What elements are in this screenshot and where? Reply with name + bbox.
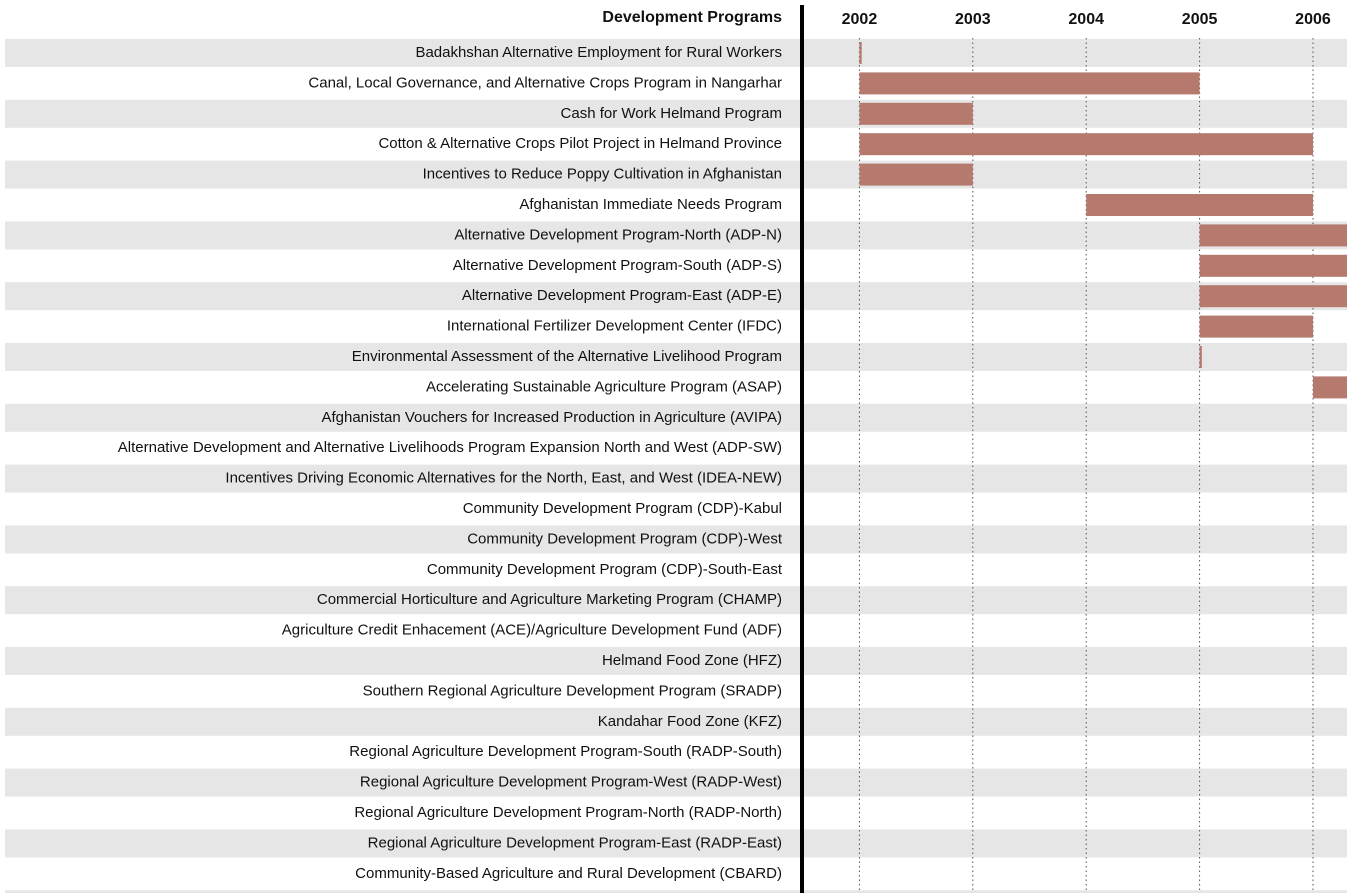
x-tick-label: 2005 bbox=[1182, 11, 1218, 28]
y-tick-label: Alternative Development Program-North (A… bbox=[454, 226, 782, 243]
bar bbox=[1199, 285, 1347, 308]
y-tick-label: Regional Agriculture Development Program… bbox=[354, 804, 782, 821]
y-tick-label: Kandahar Food Zone (KFZ) bbox=[598, 713, 782, 730]
y-tick-label: Agriculture Credit Enhacement (ACE)/Agri… bbox=[282, 622, 782, 639]
y-tick-label: Alternative Development Program-South (A… bbox=[453, 257, 782, 274]
bar bbox=[859, 163, 973, 186]
row-band bbox=[5, 586, 1347, 615]
row-band bbox=[5, 39, 1347, 67]
row-band bbox=[5, 282, 1347, 311]
row-band bbox=[5, 525, 1347, 554]
y-tick-label: International Fertilizer Development Cen… bbox=[447, 318, 782, 335]
y-tick-label: Incentives to Reduce Poppy Cultivation i… bbox=[423, 166, 782, 183]
x-tick-label: 2006 bbox=[1295, 11, 1331, 28]
y-tick-label: Alternative Development and Alternative … bbox=[118, 439, 782, 456]
bar bbox=[1086, 194, 1313, 216]
y-tick-label: Cotton & Alternative Crops Pilot Project… bbox=[378, 135, 782, 152]
y-tick-label: Afghanistan Vouchers for Increased Produ… bbox=[321, 409, 782, 426]
y-tick-label: Community Development Program (CDP)-West bbox=[467, 530, 783, 547]
x-tick-label: 2004 bbox=[1068, 11, 1104, 28]
bar bbox=[859, 102, 973, 125]
y-tick-label: Environmental Assessment of the Alternat… bbox=[352, 348, 782, 365]
bar bbox=[1312, 376, 1347, 399]
row-band bbox=[5, 647, 1347, 675]
y-tick-label: Regional Agriculture Development Program… bbox=[360, 774, 782, 791]
bar bbox=[859, 133, 1313, 156]
row-band bbox=[5, 343, 1347, 371]
row-band bbox=[5, 829, 1347, 858]
y-tick-label: Incentives Driving Economic Alternatives… bbox=[225, 470, 782, 487]
row-band bbox=[5, 768, 1347, 797]
row-band bbox=[5, 464, 1347, 493]
y-tick-label: Cash for Work Helmand Program bbox=[561, 105, 782, 122]
y-tick-label: Badakhshan Alternative Employment for Ru… bbox=[415, 44, 782, 61]
x-tick-label: 2002 bbox=[842, 11, 878, 28]
row-band bbox=[5, 403, 1347, 432]
y-tick-label: Community Development Program (CDP)-Sout… bbox=[427, 561, 783, 578]
row-band bbox=[5, 707, 1347, 736]
bar bbox=[1199, 315, 1313, 338]
y-axis-title: Development Programs bbox=[602, 9, 782, 26]
y-tick-label: Community-Based Agriculture and Rural De… bbox=[355, 865, 782, 882]
row-band bbox=[5, 221, 1347, 250]
y-tick-label: Canal, Local Governance, and Alternative… bbox=[308, 74, 782, 91]
bar bbox=[1199, 224, 1347, 247]
bar bbox=[859, 72, 1200, 95]
bar bbox=[859, 42, 862, 64]
y-tick-label: Accelerating Sustainable Agriculture Pro… bbox=[426, 378, 782, 395]
y-tick-label: Afghanistan Immediate Needs Program bbox=[519, 196, 782, 213]
axis-divider bbox=[800, 5, 804, 893]
y-tick-label: Regional Agriculture Development Program… bbox=[349, 743, 782, 760]
bar bbox=[1199, 254, 1347, 277]
y-tick-label: Regional Agriculture Development Program… bbox=[368, 834, 782, 851]
bar bbox=[1199, 346, 1202, 368]
y-tick-label: Commercial Horticulture and Agriculture … bbox=[317, 591, 782, 608]
row-band bbox=[5, 890, 1347, 893]
row-band bbox=[5, 99, 1347, 128]
y-tick-label: Helmand Food Zone (HFZ) bbox=[602, 652, 782, 669]
y-tick-label: Alternative Development Program-East (AD… bbox=[462, 287, 782, 304]
y-tick-label: Community Development Program (CDP)-Kabu… bbox=[463, 500, 782, 517]
y-tick-label: Southern Regional Agriculture Developmen… bbox=[363, 682, 782, 699]
x-tick-label: 2003 bbox=[955, 11, 991, 28]
row-band bbox=[5, 160, 1347, 189]
